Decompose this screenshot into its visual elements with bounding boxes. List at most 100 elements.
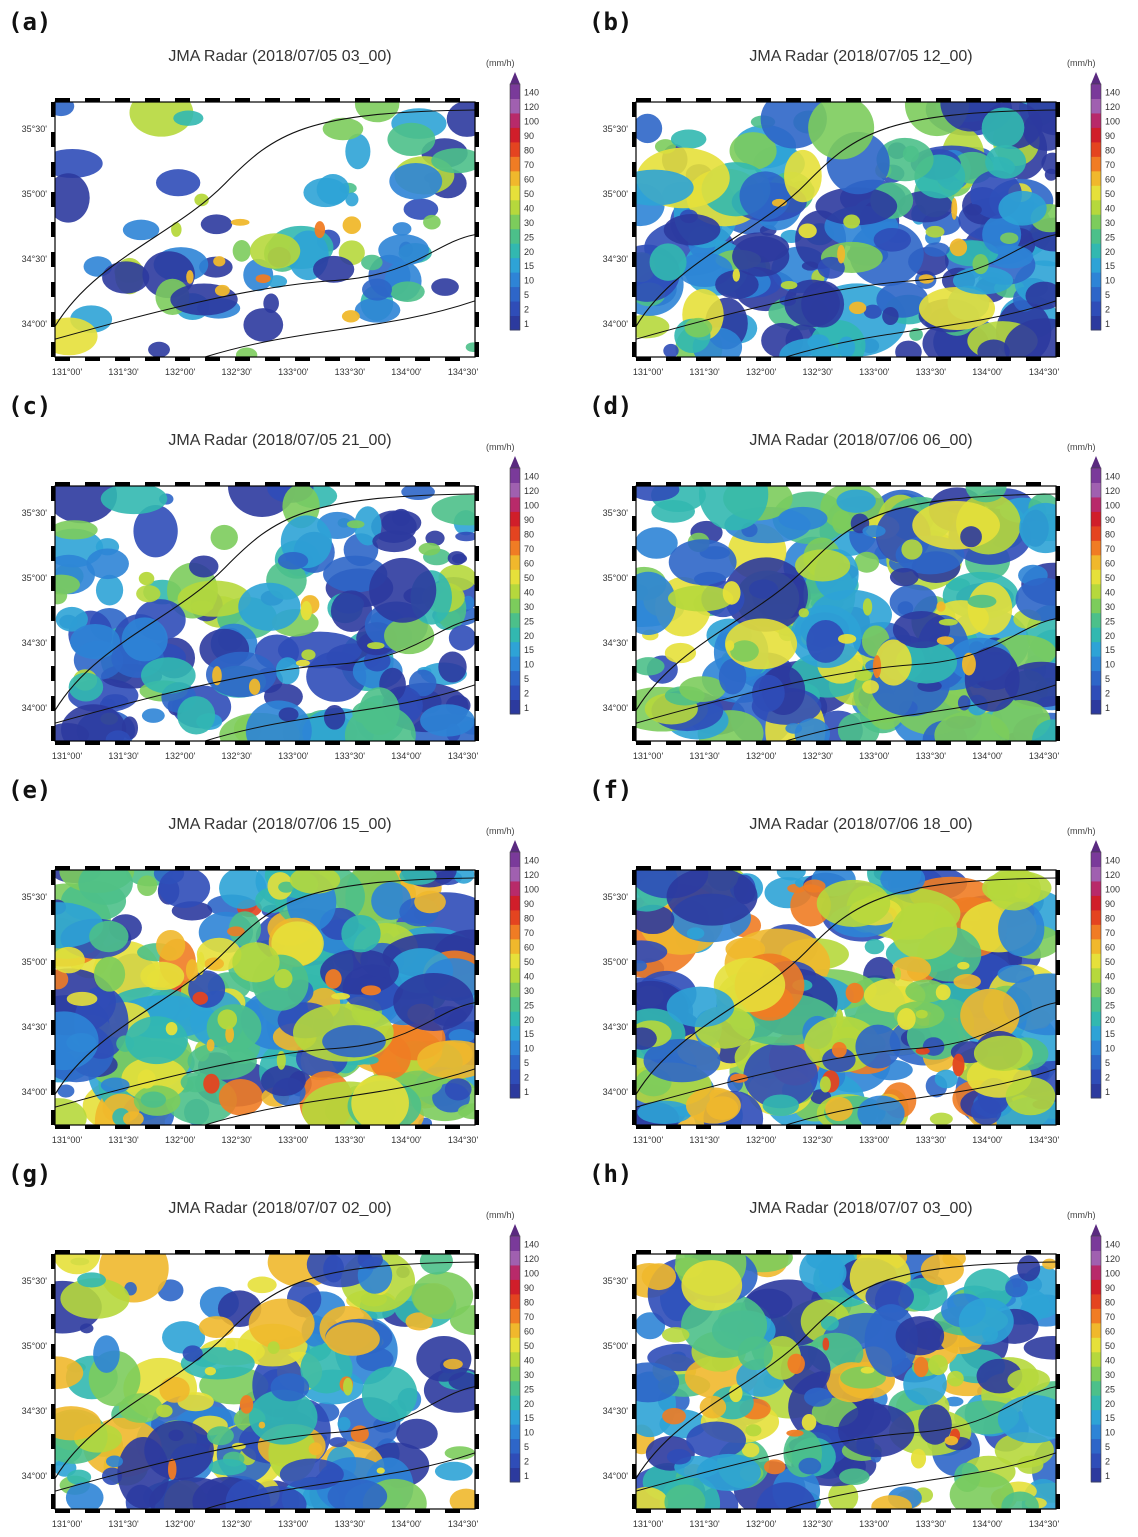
radar-map: 131°00' 131°30' 132°00' 132°30' 133°00' 133°3… [603,1224,1120,1529]
colorbar-segment [1091,996,1101,1012]
lat-tick-label: 35°00' [22,1341,48,1351]
rain-cell [804,1387,833,1407]
colorbar-segment [510,1322,520,1338]
rain-core [203,1073,220,1094]
lon-tick-label: 131°00' [52,1135,83,1145]
rain-core [230,218,250,226]
rain-cell [1042,1258,1056,1270]
rain-cell [666,870,758,926]
coastline-shikoku [204,684,475,741]
colorbar-tick-label: 80 [1105,1297,1115,1307]
rain-cell [636,904,675,935]
lon-tick-label: 133°00' [278,1135,309,1145]
coastline-north [636,877,1056,1095]
rain-cell [778,506,828,531]
rain-core [367,642,385,650]
panel-title: JMA Radar (2018/07/07 02_00) [168,1200,392,1217]
radar-map: 131°00' 131°30' 132°00' 132°30' 133°00' 133°3… [22,1224,539,1529]
colorbar-tick-label: 140 [1105,856,1120,866]
rain-cell [882,306,899,326]
lon-tick-label: 133°00' [278,367,309,377]
lat-tick-label: 34°30' [603,638,629,648]
rain-cell [140,1091,167,1108]
rain-core [185,959,199,981]
rain-cell [55,902,104,949]
rain-core [913,1356,929,1378]
lat-tick-label: 34°30' [22,254,48,264]
rain-cell [825,1096,853,1122]
colorbar-tick-label: 80 [1105,145,1115,155]
rain-cell [808,102,875,160]
rain-cell [55,317,98,356]
rain-core [314,221,326,239]
rain-cell [1007,1368,1051,1392]
rain-core [350,1425,369,1443]
rain-cell [892,610,951,649]
coastline-north [55,1261,475,1479]
colorbar-segment [510,895,520,911]
colorbar-segment [510,496,520,512]
colorbar-segment [1091,699,1101,715]
colorbar-segment [1091,1083,1101,1099]
rain-cell [189,555,219,578]
rain-core [910,1448,927,1469]
rain-cell [737,1336,773,1371]
rain-core [787,1353,805,1374]
rain-cell [100,486,168,515]
lon-tick-label: 132°00' [746,1519,777,1529]
colorbar-tick-label: 25 [524,1000,534,1010]
colorbar-tick-label: 50 [524,957,534,967]
rain-cell [219,870,267,909]
lat-tick-label: 35°30' [22,892,48,902]
coastline-north [55,109,475,327]
rain-core [276,1051,286,1070]
colorbar-segment [1091,1380,1101,1396]
rain-cell [330,590,373,632]
colorbar-segment [1091,909,1101,925]
lon-tick-label: 134°00' [391,1135,422,1145]
rain-core [854,669,872,681]
rain-core [255,274,271,284]
lon-tick-label: 132°30' [222,1135,253,1145]
rain-cell [448,625,475,651]
lat-tick-label: 34°00' [22,319,48,329]
rain-cell [417,1040,475,1079]
lon-tick-label: 134°30' [1029,367,1060,377]
radar-panel: (a) JMA Radar (2018/07/05 03_00) (mm/h) 131… [0,0,569,384]
lat-tick-label: 34°00' [22,703,48,713]
panel-title: JMA Radar (2018/07/06 15_00) [168,816,392,833]
colorbar-tick-label: 25 [1105,1384,1115,1394]
colorbar-tick-label: 20 [524,1015,534,1025]
colorbar-tick-label: 20 [1105,631,1115,641]
colorbar-segment [1091,496,1101,512]
rain-cell [801,261,819,271]
colorbar-segment [1091,141,1101,157]
rain-cell [920,1254,964,1286]
colorbar-segment [1091,627,1101,643]
rain-cell [649,243,687,281]
colorbar-tick-label: 140 [1105,1240,1120,1250]
colorbar-tick-label: 120 [1105,870,1120,880]
colorbar-segment [510,1467,520,1483]
colorbar-segment [1091,1054,1101,1070]
rain-cell [354,102,400,123]
colorbar-segment [1091,127,1101,143]
rain-cell [438,651,467,683]
colorbar-segment [1091,1040,1101,1056]
colorbar-segment [510,598,520,614]
rain-cell [924,242,950,257]
colorbar-unit: (mm/h) [1067,58,1096,68]
rain-cell [316,174,350,205]
lon-tick-label: 132°30' [803,1519,834,1529]
rain-cell [232,942,280,983]
coastline-north [636,493,1056,711]
rain-cell [182,1345,203,1362]
rain-core [212,666,222,686]
colorbar-segment [1091,967,1101,983]
colorbar-tick-label: 2 [1105,689,1110,699]
colorbar-segment [1091,525,1101,541]
rain-cell [1005,1077,1056,1116]
rain-cell [411,1271,474,1320]
rain-core [949,238,968,257]
rain-cell [207,1426,234,1446]
